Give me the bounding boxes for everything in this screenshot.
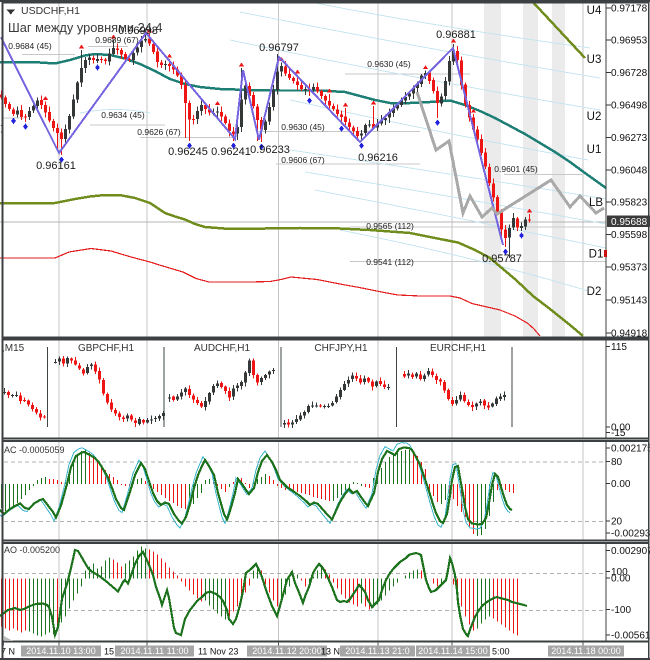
- svg-text:0.9601 (45): 0.9601 (45): [494, 164, 538, 174]
- svg-text:0.95598: 0.95598: [611, 230, 648, 241]
- svg-text:0.00: 0.00: [611, 574, 631, 585]
- svg-text:AO -0.005200: AO -0.005200: [4, 545, 60, 555]
- svg-text:0.9626 (67): 0.9626 (67): [137, 127, 181, 137]
- svg-text:0.95373: 0.95373: [611, 263, 648, 274]
- svg-text:0.9541 (112): 0.9541 (112): [366, 257, 414, 267]
- svg-text:5:00: 5:00: [492, 647, 510, 657]
- svg-text:0.9634 (45): 0.9634 (45): [101, 110, 145, 120]
- svg-text:Шаг между уровнями 24.4: Шаг между уровнями 24.4: [8, 20, 163, 35]
- svg-text:AC -0.0005059: AC -0.0005059: [4, 445, 65, 455]
- svg-text:100: 100: [611, 567, 628, 578]
- svg-text:CHFJPY,H1: CHFJPY,H1: [314, 343, 368, 354]
- svg-text:20: 20: [611, 517, 623, 528]
- svg-text:0.96245: 0.96245: [168, 146, 208, 158]
- svg-text:0.95688: 0.95688: [611, 217, 648, 228]
- svg-text:U3: U3: [587, 54, 602, 66]
- svg-text:2014.11.13 21:0: 2014.11.13 21:0: [345, 646, 409, 656]
- svg-text:U2: U2: [587, 111, 602, 123]
- svg-text:0.9684 (45): 0.9684 (45): [8, 41, 52, 51]
- svg-text:13 N: 13 N: [321, 647, 340, 657]
- svg-text:0.002175: 0.002175: [611, 444, 650, 455]
- svg-text:0.96498: 0.96498: [611, 101, 648, 112]
- svg-text:2014.11.14 15:00: 2014.11.14 15:00: [418, 646, 487, 656]
- svg-text:0.002907: 0.002907: [611, 546, 650, 557]
- svg-text:2014.11.10 13:00: 2014.11.10 13:00: [26, 646, 95, 656]
- svg-text:0.96797: 0.96797: [259, 42, 299, 54]
- svg-text:0.95823: 0.95823: [611, 198, 648, 209]
- svg-text:0.00: 0.00: [611, 479, 631, 490]
- svg-text:,M15: ,M15: [2, 343, 25, 354]
- svg-text:0.9630 (45): 0.9630 (45): [367, 59, 411, 69]
- svg-text:0.9565 (112): 0.9565 (112): [366, 221, 414, 231]
- svg-text:0.96161: 0.96161: [36, 160, 76, 172]
- svg-text:0.96273: 0.96273: [611, 133, 648, 144]
- svg-text:0.9689 (67): 0.9689 (67): [95, 35, 139, 45]
- svg-text:80: 80: [611, 457, 623, 468]
- svg-text:LB: LB: [589, 197, 603, 209]
- svg-text:USDCHF,H1: USDCHF,H1: [21, 5, 80, 17]
- svg-text:-100: -100: [611, 605, 631, 616]
- svg-text:GBPCHF,H1: GBPCHF,H1: [78, 343, 135, 354]
- svg-text:0.96241: 0.96241: [211, 146, 251, 158]
- svg-text:-0.002934: -0.002934: [611, 529, 650, 540]
- svg-text:U1: U1: [587, 144, 602, 156]
- svg-text:D2: D2: [587, 286, 602, 298]
- svg-text:0.94918: 0.94918: [611, 329, 648, 340]
- svg-text:0.9606 (67): 0.9606 (67): [281, 155, 325, 165]
- svg-text:0.9630 (45): 0.9630 (45): [281, 122, 325, 132]
- svg-text:0.96953: 0.96953: [611, 36, 648, 47]
- svg-text:2014.11.11 11:00: 2014.11.11 11:00: [120, 646, 188, 656]
- svg-text:AUDCHF,H1: AUDCHF,H1: [194, 343, 251, 354]
- svg-text:0.96728: 0.96728: [611, 68, 648, 79]
- svg-text:0.00: 0.00: [611, 423, 631, 434]
- svg-text:2014.11.18 00:00: 2014.11.18 00:00: [551, 646, 620, 656]
- svg-text:0.96998: 0.96998: [118, 25, 158, 37]
- svg-text:0.96233: 0.96233: [250, 144, 290, 156]
- svg-text:0.95787: 0.95787: [482, 253, 522, 265]
- svg-text:0.96048: 0.96048: [611, 166, 648, 177]
- svg-text:0.95143: 0.95143: [611, 296, 648, 307]
- svg-text:0.97178: 0.97178: [611, 4, 648, 15]
- svg-text:U4: U4: [587, 5, 602, 17]
- svg-text:7 N: 7 N: [1, 647, 15, 657]
- svg-text:0.96216: 0.96216: [358, 152, 398, 164]
- svg-text:2014.11.12 20:00: 2014.11.12 20:00: [252, 646, 321, 656]
- svg-text:0.96881: 0.96881: [436, 29, 476, 41]
- svg-text:11 Nov 23: 11 Nov 23: [198, 647, 238, 657]
- svg-text:15: 15: [104, 647, 114, 657]
- svg-text:D1: D1: [589, 249, 604, 261]
- svg-text:115: 115: [611, 342, 627, 353]
- svg-text:-15: -15: [611, 428, 626, 439]
- svg-text:EURCHF,H1: EURCHF,H1: [430, 343, 487, 354]
- svg-text:-0.005616: -0.005616: [611, 631, 650, 642]
